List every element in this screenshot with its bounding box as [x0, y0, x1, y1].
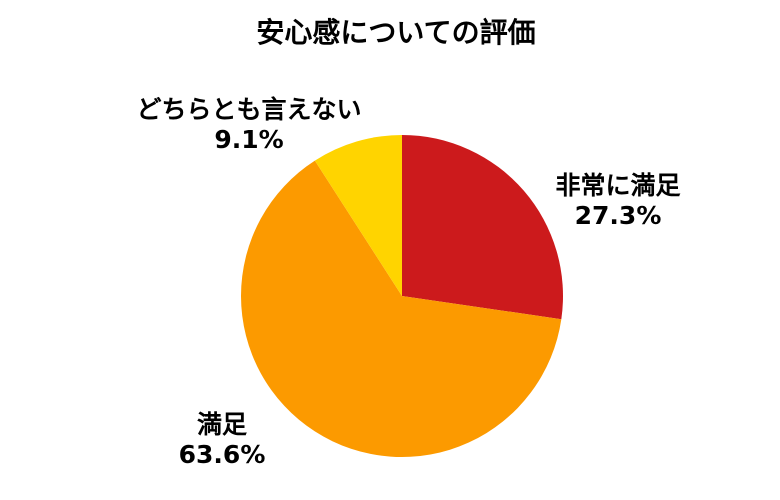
pie-slice-0: [402, 135, 563, 320]
slice-label-neutral: どちらとも言えない 9.1%: [136, 95, 361, 155]
slice-percentage: 27.3%: [574, 201, 662, 230]
slice-name: 満足: [196, 410, 248, 439]
slice-label-very-satisfied: 非常に満足 27.3%: [555, 171, 680, 231]
slice-name: 非常に満足: [555, 171, 681, 200]
chart-title: 安心感についての評価: [256, 16, 536, 49]
slice-name: どちらとも言えない: [136, 95, 362, 124]
slice-label-satisfied: 満足 63.6%: [179, 410, 266, 470]
slice-percentage: 63.6%: [178, 440, 266, 469]
pie-slice-2: [314, 135, 402, 296]
slice-percentage: 9.1%: [214, 125, 284, 154]
pie-slice-1: [240, 160, 562, 458]
